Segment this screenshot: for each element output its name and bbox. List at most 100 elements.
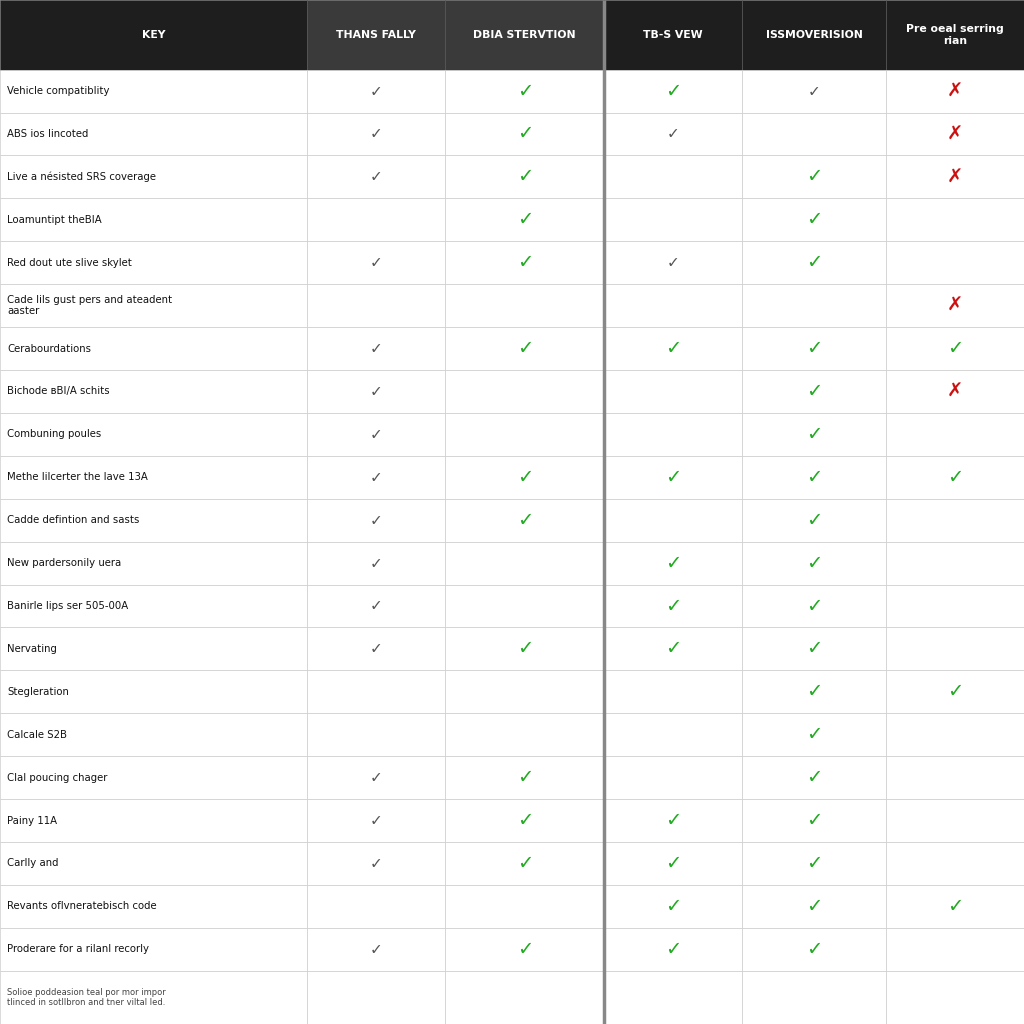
- FancyBboxPatch shape: [886, 370, 1024, 413]
- FancyBboxPatch shape: [742, 285, 886, 327]
- Text: ✓: ✓: [667, 127, 680, 141]
- FancyBboxPatch shape: [604, 971, 742, 1024]
- FancyBboxPatch shape: [604, 928, 742, 971]
- FancyBboxPatch shape: [0, 928, 307, 971]
- FancyBboxPatch shape: [307, 885, 445, 928]
- Text: Live a nésisted SRS coverage: Live a nésisted SRS coverage: [7, 172, 157, 182]
- FancyBboxPatch shape: [0, 542, 307, 585]
- Text: ✓: ✓: [666, 811, 681, 830]
- FancyBboxPatch shape: [0, 0, 307, 70]
- Text: ✓: ✓: [947, 339, 963, 358]
- FancyBboxPatch shape: [886, 70, 1024, 113]
- FancyBboxPatch shape: [0, 413, 307, 456]
- FancyBboxPatch shape: [445, 928, 604, 971]
- Text: ✓: ✓: [517, 468, 532, 486]
- FancyBboxPatch shape: [307, 327, 445, 370]
- Text: ISSMOVERISION: ISSMOVERISION: [766, 30, 862, 40]
- Text: ✓: ✓: [806, 639, 822, 658]
- Text: ✓: ✓: [806, 210, 822, 229]
- Text: ✓: ✓: [806, 597, 822, 615]
- Text: ✗: ✗: [947, 125, 963, 143]
- FancyBboxPatch shape: [604, 327, 742, 370]
- FancyBboxPatch shape: [445, 327, 604, 370]
- Text: Carlly and: Carlly and: [7, 858, 58, 868]
- FancyBboxPatch shape: [886, 842, 1024, 885]
- FancyBboxPatch shape: [742, 156, 886, 199]
- Text: ✗: ✗: [947, 82, 963, 100]
- FancyBboxPatch shape: [604, 585, 742, 628]
- FancyBboxPatch shape: [445, 628, 604, 671]
- Text: ✓: ✓: [666, 940, 681, 958]
- Text: THANS FALLY: THANS FALLY: [336, 30, 417, 40]
- Text: ✓: ✓: [370, 255, 383, 270]
- Text: ✓: ✓: [806, 253, 822, 272]
- FancyBboxPatch shape: [0, 70, 307, 113]
- FancyBboxPatch shape: [742, 70, 886, 113]
- FancyBboxPatch shape: [307, 413, 445, 456]
- FancyBboxPatch shape: [307, 285, 445, 327]
- FancyBboxPatch shape: [307, 799, 445, 842]
- FancyBboxPatch shape: [307, 756, 445, 799]
- FancyBboxPatch shape: [742, 756, 886, 799]
- FancyBboxPatch shape: [886, 799, 1024, 842]
- FancyBboxPatch shape: [307, 113, 445, 156]
- FancyBboxPatch shape: [445, 714, 604, 756]
- Text: ✓: ✓: [517, 82, 532, 100]
- FancyBboxPatch shape: [742, 928, 886, 971]
- FancyBboxPatch shape: [307, 585, 445, 628]
- FancyBboxPatch shape: [886, 928, 1024, 971]
- FancyBboxPatch shape: [0, 113, 307, 156]
- FancyBboxPatch shape: [307, 199, 445, 242]
- Text: ✓: ✓: [517, 167, 532, 186]
- FancyBboxPatch shape: [604, 671, 742, 714]
- FancyBboxPatch shape: [307, 671, 445, 714]
- FancyBboxPatch shape: [604, 70, 742, 113]
- Text: ✓: ✓: [666, 82, 681, 100]
- Text: ✓: ✓: [370, 641, 383, 656]
- FancyBboxPatch shape: [307, 156, 445, 199]
- FancyBboxPatch shape: [742, 413, 886, 456]
- Text: Pre oeal serring
rian: Pre oeal serring rian: [906, 24, 1004, 46]
- FancyBboxPatch shape: [742, 799, 886, 842]
- Text: ✓: ✓: [806, 382, 822, 401]
- FancyBboxPatch shape: [742, 542, 886, 585]
- Text: ✓: ✓: [370, 127, 383, 141]
- FancyBboxPatch shape: [0, 971, 307, 1024]
- Text: ✓: ✓: [806, 725, 822, 744]
- FancyBboxPatch shape: [307, 499, 445, 542]
- Text: KEY: KEY: [142, 30, 165, 40]
- FancyBboxPatch shape: [445, 242, 604, 285]
- Text: ✓: ✓: [806, 554, 822, 572]
- FancyBboxPatch shape: [0, 671, 307, 714]
- FancyBboxPatch shape: [445, 199, 604, 242]
- FancyBboxPatch shape: [307, 928, 445, 971]
- FancyBboxPatch shape: [886, 585, 1024, 628]
- Text: ✓: ✓: [808, 84, 820, 98]
- Text: ABS ios lincoted: ABS ios lincoted: [7, 129, 88, 139]
- FancyBboxPatch shape: [307, 0, 445, 70]
- Text: ✓: ✓: [806, 854, 822, 873]
- Text: ✓: ✓: [517, 210, 532, 229]
- FancyBboxPatch shape: [604, 370, 742, 413]
- FancyBboxPatch shape: [886, 628, 1024, 671]
- FancyBboxPatch shape: [604, 456, 742, 499]
- FancyBboxPatch shape: [445, 585, 604, 628]
- FancyBboxPatch shape: [604, 714, 742, 756]
- Text: Stegleration: Stegleration: [7, 687, 69, 697]
- FancyBboxPatch shape: [604, 499, 742, 542]
- FancyBboxPatch shape: [742, 628, 886, 671]
- FancyBboxPatch shape: [0, 156, 307, 199]
- Text: TB-S VEW: TB-S VEW: [643, 30, 703, 40]
- FancyBboxPatch shape: [886, 499, 1024, 542]
- Text: ✓: ✓: [370, 470, 383, 484]
- Text: ✓: ✓: [947, 897, 963, 915]
- FancyBboxPatch shape: [742, 842, 886, 885]
- Text: ✓: ✓: [370, 598, 383, 613]
- Text: ✓: ✓: [370, 856, 383, 871]
- Text: ✓: ✓: [666, 897, 681, 915]
- FancyBboxPatch shape: [445, 542, 604, 585]
- FancyBboxPatch shape: [0, 842, 307, 885]
- Text: ✓: ✓: [370, 513, 383, 527]
- FancyBboxPatch shape: [0, 499, 307, 542]
- FancyBboxPatch shape: [886, 199, 1024, 242]
